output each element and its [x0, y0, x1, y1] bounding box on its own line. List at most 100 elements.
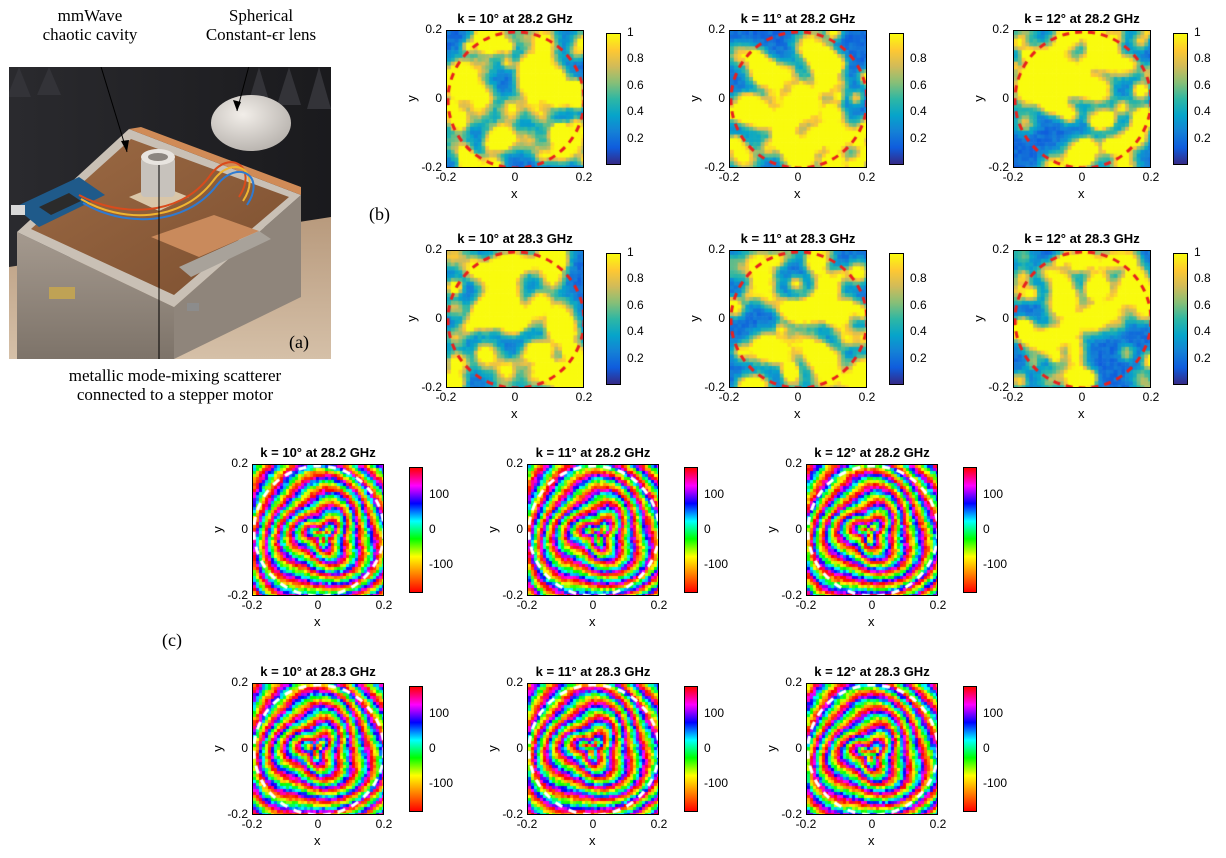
colorbar-tick-label: 0.4 — [627, 104, 644, 119]
heatmap-canvas — [1014, 31, 1150, 167]
heatmap-canvas — [730, 31, 866, 167]
y-axis-label: y — [970, 315, 986, 322]
colorbar-tick-label: 0.8 — [1194, 51, 1211, 66]
plot-title: k = 10° at 28.3 GHz — [457, 231, 573, 246]
y-tick-label: 0 — [1002, 91, 1009, 105]
y-tick-label: 0.2 — [231, 675, 248, 689]
y-tick-label: -0.2 — [988, 380, 1009, 394]
colorbar-tick-label: 0.4 — [627, 324, 644, 339]
y-tick-label: -0.2 — [704, 160, 725, 174]
y-tick-label: 0.2 — [425, 22, 442, 36]
colorbar-tick-label: 100 — [429, 706, 450, 720]
heatmap-image — [446, 250, 584, 388]
colorbar-tick-label: 1 — [627, 245, 634, 259]
heatmap-canvas — [447, 31, 583, 167]
colorbar-tick-label: 0.8 — [1194, 271, 1211, 286]
y-tick-label: 0 — [795, 741, 802, 755]
colorbar-tick-label: 100 — [983, 706, 1004, 720]
x-tick-label: 0.2 — [575, 390, 593, 404]
scatterer-caption-line-2: connected to a stepper motor — [76, 385, 274, 404]
x-tick-label: -0.2 — [435, 170, 457, 184]
colorbar-tick-label: 0.4 — [1194, 104, 1211, 119]
x-tick-label: 0.2 — [1142, 170, 1160, 184]
y-axis-label: y — [209, 745, 225, 752]
colorbar-tick-label: 0.2 — [1194, 350, 1211, 365]
y-tick-label: 0 — [718, 91, 725, 105]
panel-a-label: (a) — [289, 332, 309, 352]
x-tick-label: 0.2 — [1142, 390, 1160, 404]
x-tick-label: -0.2 — [241, 817, 263, 831]
x-tick-label: 0 — [511, 390, 519, 404]
lens-caption: Spherical Constant-ϵr lens — [186, 6, 336, 44]
cavity-caption: mmWave chaotic cavity — [30, 6, 150, 44]
lens-caption-line-1: Spherical — [228, 6, 294, 25]
plot-title: k = 11° at 28.2 GHz — [535, 445, 651, 460]
colorbar-tick-label: -100 — [704, 557, 729, 571]
x-axis-label: x — [1078, 186, 1085, 201]
x-tick-label: 0 — [314, 817, 322, 831]
colorbar-tick-label: 0.6 — [910, 297, 927, 312]
y-axis-label: y — [484, 526, 500, 533]
colorbar-tick-label: -100 — [983, 557, 1008, 571]
plot-title: k = 10° at 28.3 GHz — [260, 664, 376, 679]
colorbar-tick-label: 0 — [983, 522, 990, 536]
heatmap-image — [806, 464, 938, 596]
x-axis-label: x — [314, 614, 321, 629]
colorbar-tick-label: 0 — [704, 522, 711, 536]
scatterer-caption-line-1: metallic mode-mixing scatterer — [68, 366, 282, 385]
x-axis-label: x — [589, 614, 596, 629]
colorbar-tick-label: 0.6 — [1194, 297, 1211, 312]
cavity-caption-line-2: chaotic cavity — [42, 25, 138, 44]
y-tick-label: 0 — [435, 91, 442, 105]
colorbar — [963, 467, 977, 593]
x-tick-label: 0.2 — [929, 817, 947, 831]
colorbar-tick-label: 0.2 — [627, 130, 644, 145]
heatmap-image — [446, 30, 584, 168]
heatmap-image — [806, 683, 938, 815]
y-tick-label: -0.2 — [502, 807, 523, 821]
x-tick-label: 0.2 — [858, 170, 876, 184]
heatmap-image — [729, 30, 867, 168]
heatmap-canvas — [807, 465, 937, 595]
colorbar-tick-label: 0 — [704, 741, 711, 755]
y-tick-label: 0.2 — [992, 22, 1009, 36]
colorbar-tick-label: 0.8 — [910, 51, 927, 66]
y-axis-label: y — [209, 526, 225, 533]
x-tick-label: 0 — [794, 390, 802, 404]
y-tick-label: 0.2 — [506, 456, 523, 470]
colorbar-tick-label: 0.6 — [910, 77, 927, 92]
colorbar-tick-label: -100 — [704, 776, 729, 790]
colorbar-tick-label: 0.4 — [1194, 324, 1211, 339]
plot-title: k = 11° at 28.3 GHz — [535, 664, 651, 679]
x-axis-label: x — [794, 406, 801, 421]
y-tick-label: 0.2 — [708, 22, 725, 36]
colorbar — [409, 467, 423, 593]
plot-title: k = 11° at 28.2 GHz — [740, 11, 856, 26]
x-tick-label: 0.2 — [375, 598, 393, 612]
experiment-photo: (a) — [9, 67, 331, 359]
y-tick-label: 0 — [516, 741, 523, 755]
x-tick-label: -0.2 — [516, 817, 538, 831]
y-tick-label: -0.2 — [421, 380, 442, 394]
y-tick-label: -0.2 — [502, 588, 523, 602]
heatmap-canvas — [447, 251, 583, 387]
y-axis-label: y — [403, 315, 419, 322]
heatmap-image — [527, 464, 659, 596]
scatterer-caption: metallic mode-mixing scatterer connected… — [30, 366, 320, 404]
colorbar-tick-label: 100 — [429, 487, 450, 501]
colorbar-tick-label: 0.8 — [910, 271, 927, 286]
x-tick-label: -0.2 — [1002, 390, 1024, 404]
heatmap-image — [252, 683, 384, 815]
heatmap-image — [527, 683, 659, 815]
x-tick-label: 0 — [589, 817, 597, 831]
cavity-caption-line-1: mmWave — [57, 6, 123, 25]
colorbar-tick-label: 0.4 — [910, 104, 927, 119]
colorbar-tick-label: 0.2 — [910, 350, 927, 365]
x-tick-label: 0 — [868, 817, 876, 831]
x-tick-label: -0.2 — [795, 817, 817, 831]
plot-title: k = 12° at 28.2 GHz — [814, 445, 930, 460]
colorbar-tick-label: 0.6 — [1194, 77, 1211, 92]
plot-title: k = 10° at 28.2 GHz — [457, 11, 573, 26]
heatmap-canvas — [730, 251, 866, 387]
colorbar-tick-label: 1 — [1194, 245, 1201, 259]
